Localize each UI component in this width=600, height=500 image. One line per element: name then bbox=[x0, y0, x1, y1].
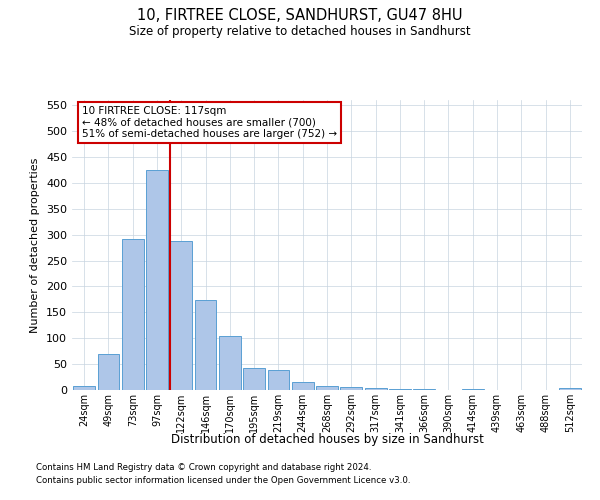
Text: Distribution of detached houses by size in Sandhurst: Distribution of detached houses by size … bbox=[170, 432, 484, 446]
Bar bbox=[365, 388, 386, 390]
Bar bbox=[292, 382, 314, 390]
Bar bbox=[340, 387, 362, 390]
Bar bbox=[122, 240, 143, 390]
Text: Contains public sector information licensed under the Open Government Licence v3: Contains public sector information licen… bbox=[36, 476, 410, 485]
Text: 10, FIRTREE CLOSE, SANDHURST, GU47 8HU: 10, FIRTREE CLOSE, SANDHURST, GU47 8HU bbox=[137, 8, 463, 22]
Bar bbox=[316, 386, 338, 390]
Bar bbox=[194, 300, 217, 390]
Bar bbox=[462, 389, 484, 390]
Text: Contains HM Land Registry data © Crown copyright and database right 2024.: Contains HM Land Registry data © Crown c… bbox=[36, 464, 371, 472]
Bar bbox=[243, 368, 265, 390]
Y-axis label: Number of detached properties: Number of detached properties bbox=[31, 158, 40, 332]
Bar bbox=[268, 370, 289, 390]
Bar bbox=[219, 336, 241, 390]
Text: 10 FIRTREE CLOSE: 117sqm
← 48% of detached houses are smaller (700)
51% of semi-: 10 FIRTREE CLOSE: 117sqm ← 48% of detach… bbox=[82, 106, 337, 139]
Bar bbox=[170, 242, 192, 390]
Bar bbox=[73, 386, 95, 390]
Bar bbox=[146, 170, 168, 390]
Bar bbox=[97, 354, 119, 390]
Text: Size of property relative to detached houses in Sandhurst: Size of property relative to detached ho… bbox=[129, 25, 471, 38]
Bar bbox=[559, 388, 581, 390]
